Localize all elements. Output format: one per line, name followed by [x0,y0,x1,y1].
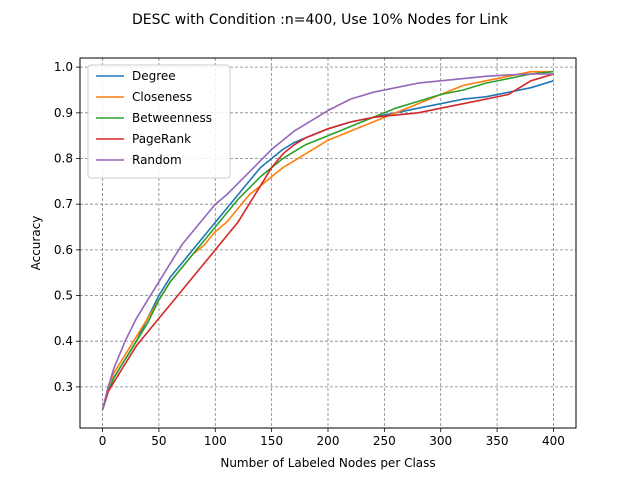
legend-label: PageRank [132,132,191,146]
y-tick-label: 0.5 [54,289,73,303]
x-tick-label: 350 [486,434,509,448]
legend-label: Betweenness [132,111,212,125]
series-line-pagerank [101,73,554,410]
chart-title: DESC with Condition :n=400, Use 10% Node… [132,12,509,28]
x-tick-label: 0 [99,434,107,448]
series-line-betweenness [101,70,554,410]
x-tick-label: 250 [373,434,396,448]
y-tick-label: 0.7 [54,197,73,211]
x-tick-label: 200 [317,434,340,448]
y-tick-label: 1.0 [54,60,73,74]
x-tick-label: 50 [151,434,166,448]
y-tick-label: 0.9 [54,106,73,120]
series-line-random [101,73,554,410]
y-tick-label: 0.3 [54,380,73,394]
x-tick-label: 100 [204,434,227,448]
x-axis-label: Number of Labeled Nodes per Class [220,456,435,470]
x-tick-label: 400 [542,434,565,448]
legend-label: Degree [132,69,176,83]
legend-label: Closeness [132,90,192,104]
y-axis-label: Accuracy [29,216,43,271]
x-tick-label: 150 [260,434,283,448]
y-tick-label: 0.4 [54,334,73,348]
legend: Degree Closeness Betweenness PageRank Random [87,64,231,179]
series-lines [101,70,554,410]
legend-box [87,64,231,179]
x-tick-label: 300 [429,434,452,448]
legend-label: Random [132,153,182,167]
y-tick-label: 0.6 [54,243,73,257]
axis-ticks: 0 50 100 150 200 250 300 350 400 0.3 0.4 0.5 0.6 0.7 0… [54,60,565,448]
y-tick-label: 0.8 [54,151,73,165]
